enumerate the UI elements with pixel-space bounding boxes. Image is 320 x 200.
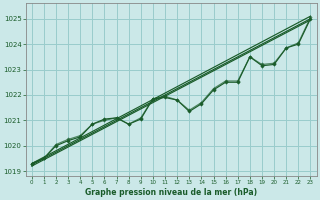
X-axis label: Graphe pression niveau de la mer (hPa): Graphe pression niveau de la mer (hPa) [85,188,257,197]
